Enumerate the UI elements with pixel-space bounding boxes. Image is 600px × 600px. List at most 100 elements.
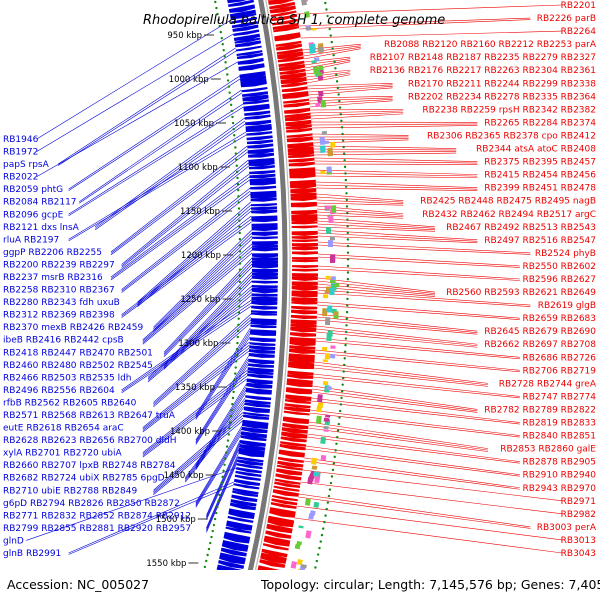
reverse-gene-arrow [244, 402, 271, 408]
leader-line [57, 47, 236, 165]
gc-dot [337, 422, 340, 426]
gc-dot [238, 256, 242, 259]
forward-gene-arrow [260, 555, 287, 564]
feature-annotation-block [320, 436, 327, 444]
reverse-gene-arrow [251, 245, 278, 249]
gc-dot [346, 258, 350, 261]
forward-gene-arrow [276, 464, 303, 471]
reverse-gene-arrow [241, 87, 268, 93]
reverse-gene-arrow [219, 555, 246, 565]
gene-label-row: RB2747 RB2774 [522, 392, 596, 402]
gene-label-row: RB2265 RB2284 RB2374 [484, 118, 596, 128]
gc-dot [324, 514, 327, 517]
gc-dot [219, 487, 222, 491]
gc-dot [315, 559, 319, 563]
leader-line [163, 274, 253, 367]
gc-dot [329, 34, 332, 37]
forward-gene-arrow [271, 495, 298, 502]
gc-dot [226, 79, 230, 82]
leader-line [308, 421, 489, 449]
leader-line [163, 271, 253, 366]
reverse-gene-arrow [251, 236, 278, 240]
reverse-gene-arrow [249, 342, 276, 346]
gc-dot [238, 244, 242, 247]
label-leader-lines [26, 4, 563, 555]
reverse-gene-arrow [232, 24, 259, 32]
leader-line [317, 280, 436, 294]
leader-line [142, 350, 250, 433]
forward-gene-arrow [287, 150, 315, 156]
leader-line [315, 337, 520, 358]
leader-line [142, 252, 253, 345]
leader-line [305, 445, 520, 476]
gene-label-row: glnB RB2991 [3, 549, 61, 559]
forward-gene-arrow [286, 381, 313, 388]
gc-dot [226, 439, 230, 442]
gc-dot [222, 49, 225, 52]
leader-line [206, 462, 238, 533]
forward-gene-arrow [291, 259, 318, 263]
reverse-gene-arrow [234, 474, 261, 481]
gc-dot [340, 119, 343, 122]
gene-label-row: ibeB RB2416 RB2442 cpsB [3, 336, 124, 346]
gc-dot [209, 541, 212, 545]
gc-dot [346, 291, 349, 294]
gene-label-row: RB2799 RB2855 RB2881 RB2920 RB2957 [3, 524, 191, 534]
leader-line [206, 459, 238, 532]
gc-dot [339, 409, 342, 413]
gc-dot [224, 61, 227, 64]
leader-line [308, 96, 393, 99]
feature-annotation-block [322, 359, 328, 363]
forward-gene-arrow [290, 195, 317, 202]
leader-line [315, 340, 520, 360]
forward-gene-arrow [291, 230, 318, 237]
feature-annotation-block [318, 90, 324, 97]
forward-gene-arrow [280, 441, 307, 447]
leader-line [300, 481, 563, 515]
leader-line [110, 151, 248, 256]
leader-line [110, 176, 250, 279]
forward-gene-arrow [262, 543, 289, 551]
reverse-gene-arrow [249, 170, 276, 175]
gc-dot [210, 535, 213, 539]
leader-line [311, 113, 404, 120]
gc-dot [234, 152, 238, 155]
gc-dot [345, 317, 349, 320]
feature-annotation-block [290, 561, 297, 569]
reverse-gene-arrow [244, 110, 271, 116]
scale-label: 1450 kbp [164, 471, 204, 481]
forward-gene-arrow [291, 257, 318, 261]
leader-line [317, 292, 531, 307]
gc-dot-tracks [196, 0, 350, 600]
leader-line [317, 223, 436, 231]
gene-label-row: RB2460 RB2480 RB2502 RB2545 [3, 361, 153, 371]
gc-dot [234, 372, 237, 375]
gene-label-row: RB2370 mexB RB2426 RB2459 [3, 323, 143, 333]
reverse-gene-arrow [236, 463, 263, 470]
reverse-gene-arrow [246, 135, 273, 141]
gene-label-row: RB2771 RB2832 RB2852 RB2874 RB2912 [3, 511, 191, 521]
forward-gene-arrow [289, 345, 316, 350]
gc-dot [218, 493, 221, 497]
leader-line [110, 179, 250, 281]
feature-annotation-block [320, 454, 327, 461]
reverse-gene-arrow [248, 352, 275, 358]
forward-gene-arrow [278, 60, 305, 67]
gc-dot [231, 115, 234, 119]
leader-line [195, 364, 249, 445]
gc-dot [217, 499, 220, 503]
gc-dot [344, 337, 348, 340]
leader-line [110, 173, 250, 278]
feature-annotation-block [323, 429, 329, 432]
reverse-gene-arrow [234, 37, 261, 44]
feature-annotation-block [301, 564, 307, 569]
gc-dot [215, 6, 218, 10]
reverse-gene-arrow [231, 16, 258, 24]
leader-line [313, 376, 520, 399]
reverse-gene-arrow [221, 543, 248, 552]
gc-dot [233, 134, 236, 137]
reverse-gene-arrow [238, 65, 265, 71]
gc-dot [237, 188, 240, 192]
forward-gene-arrow [264, 535, 291, 545]
forward-gene-arrow [278, 451, 305, 458]
